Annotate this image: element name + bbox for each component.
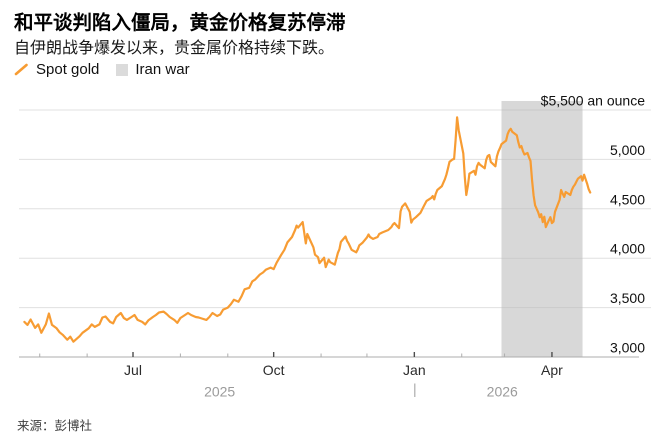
legend-label-iran-war: Iran war xyxy=(135,61,190,78)
chart-title: 和平谈判陷入僵局，黄金价格复苏停滞 xyxy=(14,12,346,34)
y-axis-label: 3,500 xyxy=(610,290,645,306)
legend-label-spot-gold: Spot gold xyxy=(36,61,100,78)
iran-war-band-swatch-icon xyxy=(116,63,129,76)
y-axis-label: 5,000 xyxy=(610,142,645,158)
y-axis-label: 4,500 xyxy=(610,191,645,207)
x-axis-month-label: Apr xyxy=(541,362,563,378)
x-axis-month-label: Jul xyxy=(124,362,142,378)
iran-war-band xyxy=(501,101,583,357)
legend-item-iran-war: Iran war xyxy=(116,61,190,78)
source-credit: 来源：彭博社 xyxy=(17,419,93,433)
spot-gold-line-swatch-icon xyxy=(14,63,28,76)
y-axis-label: 4,000 xyxy=(610,241,645,257)
legend-item-spot-gold: Spot gold xyxy=(14,61,99,78)
y-axis-label: 3,000 xyxy=(610,340,645,356)
x-axis-month-label: Oct xyxy=(263,362,285,378)
legend: Spot gold Iran war xyxy=(14,61,190,78)
spot-gold-line xyxy=(23,116,592,343)
chart-subtitle: 自伊朗战争爆发以来，贵金属价格持续下跌。 xyxy=(14,40,335,57)
year-label: 2025 xyxy=(204,384,235,400)
year-label: 2026 xyxy=(487,384,518,400)
y-axis-label: $5,500 an ounce xyxy=(541,93,646,109)
x-axis-month-label: Jan xyxy=(403,362,426,378)
